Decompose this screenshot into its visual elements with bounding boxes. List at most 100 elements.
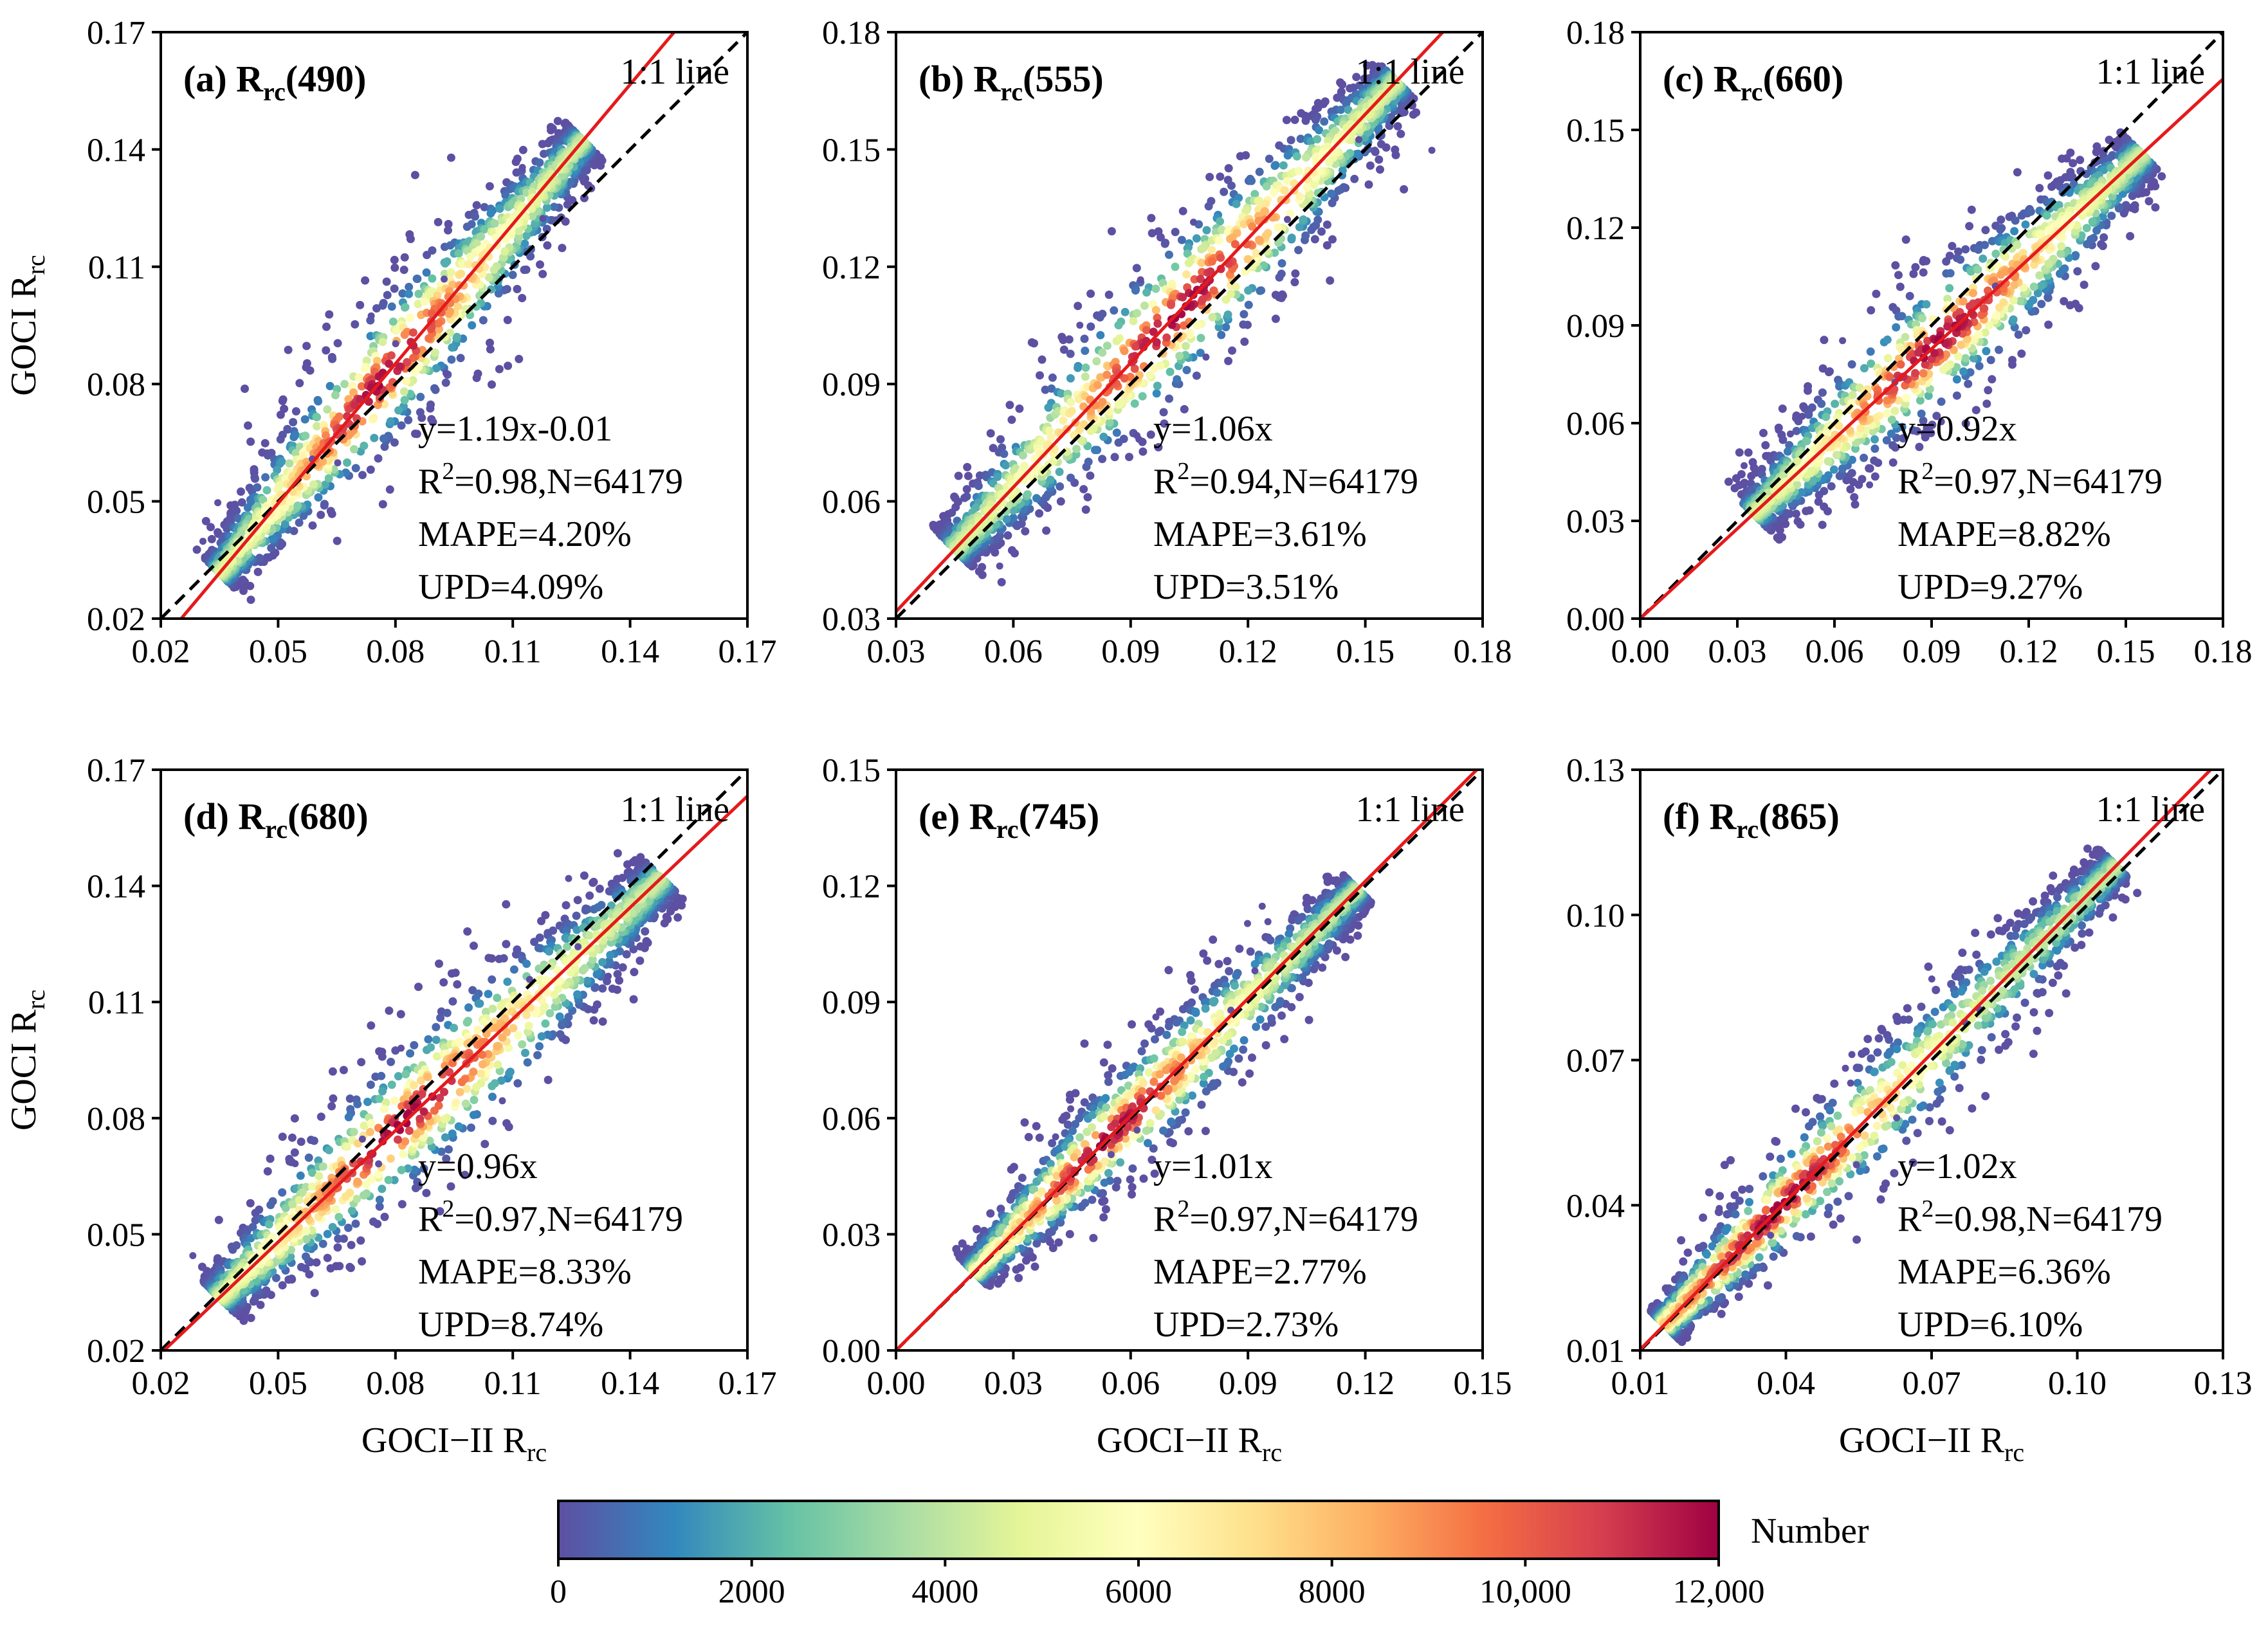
density-point [1107, 227, 1116, 236]
x-tick-label: 0.05 [249, 633, 307, 670]
density-point [1370, 147, 1379, 156]
density-point [1969, 289, 1977, 298]
density-point [296, 1171, 305, 1180]
density-point [267, 448, 276, 457]
density-point [1724, 477, 1733, 486]
density-point [435, 1207, 444, 1216]
density-point [1216, 172, 1225, 181]
upd-stat: UPD=4.09% [418, 567, 603, 607]
density-point [1817, 399, 1826, 408]
outlier-point [442, 369, 450, 377]
density-point [543, 241, 552, 250]
density-point [378, 1087, 387, 1096]
density-point [244, 421, 252, 430]
density-point [1773, 533, 1782, 542]
density-point [380, 1212, 389, 1221]
density-point [1216, 217, 1225, 226]
density-point [1182, 270, 1191, 279]
density-point [284, 1275, 293, 1284]
density-point [1866, 347, 1875, 356]
y-tick-label: 0.06 [1566, 406, 1625, 442]
density-point [1887, 415, 1896, 424]
density-point [615, 976, 624, 985]
density-point [413, 1177, 422, 1186]
density-point [978, 563, 987, 572]
density-point [1277, 269, 1286, 278]
density-point [366, 465, 375, 474]
r2-n-stat: R2=0.94,N=64179 [1153, 458, 1418, 502]
density-point [285, 459, 294, 468]
density-point [259, 495, 268, 504]
density-point [1150, 364, 1158, 373]
density-point [1961, 419, 1970, 428]
one-to-one-label: 1:1 line [1355, 52, 1465, 92]
density-point [1047, 384, 1056, 393]
density-point [1089, 424, 1098, 433]
density-point [1294, 246, 1303, 255]
density-point [1086, 471, 1095, 480]
outlier-point [518, 163, 526, 171]
density-point [1919, 268, 1928, 277]
density-point [1827, 482, 1836, 491]
density-point [232, 1241, 241, 1250]
y-tick-label: 0.18 [822, 15, 881, 51]
density-point [502, 900, 511, 909]
density-point [1834, 421, 1843, 430]
density-point [246, 1199, 255, 1208]
density-point [1400, 185, 1409, 194]
density-point [951, 503, 960, 512]
y-tick-label: 0.03 [822, 601, 881, 638]
density-point [503, 977, 512, 986]
density-point [2145, 197, 2154, 206]
density-point [312, 1258, 321, 1267]
density-point [246, 1314, 255, 1322]
density-point [1183, 249, 1192, 258]
y-tick-label: 0.05 [87, 484, 145, 521]
density-point [1227, 289, 1235, 298]
density-point [1261, 199, 1270, 208]
density-point [598, 958, 607, 967]
density-point [284, 345, 293, 354]
density-point [351, 320, 360, 329]
density-point [1892, 323, 1901, 332]
density-point [314, 1156, 323, 1165]
density-point [1147, 213, 1156, 222]
density-point [1223, 310, 1232, 319]
density-point [1081, 347, 1090, 355]
density-point [456, 354, 465, 363]
density-point [1133, 309, 1142, 318]
density-point [297, 1262, 306, 1271]
density-point [484, 990, 493, 999]
density-point [453, 980, 462, 989]
outlier-point [1137, 276, 1144, 284]
density-point [2009, 296, 2018, 305]
density-point [347, 1240, 356, 1249]
density-point [1151, 284, 1160, 293]
density-point [522, 231, 531, 241]
density-point [1995, 345, 2004, 354]
density-point [1271, 314, 1280, 323]
density-point [636, 956, 645, 965]
density-point [558, 244, 567, 253]
density-point [441, 1133, 450, 1142]
density-point [1969, 354, 1978, 363]
density-point [1890, 406, 1899, 415]
density-point [1173, 375, 1182, 384]
density-point [1328, 235, 1337, 244]
density-point [426, 400, 435, 409]
density-point [606, 950, 615, 959]
density-point [502, 940, 511, 949]
density-point [370, 433, 379, 442]
density-point [325, 310, 334, 319]
density-point [1081, 372, 1090, 381]
density-point [326, 1264, 335, 1273]
outlier-point [1741, 462, 1748, 469]
density-point [1872, 289, 1881, 298]
density-point [589, 878, 598, 887]
density-point [255, 1205, 264, 1214]
density-point [1997, 215, 2006, 224]
density-point [1313, 215, 1322, 224]
density-point [318, 1239, 327, 1248]
density-point [2010, 280, 2019, 289]
density-point [1952, 375, 1961, 384]
